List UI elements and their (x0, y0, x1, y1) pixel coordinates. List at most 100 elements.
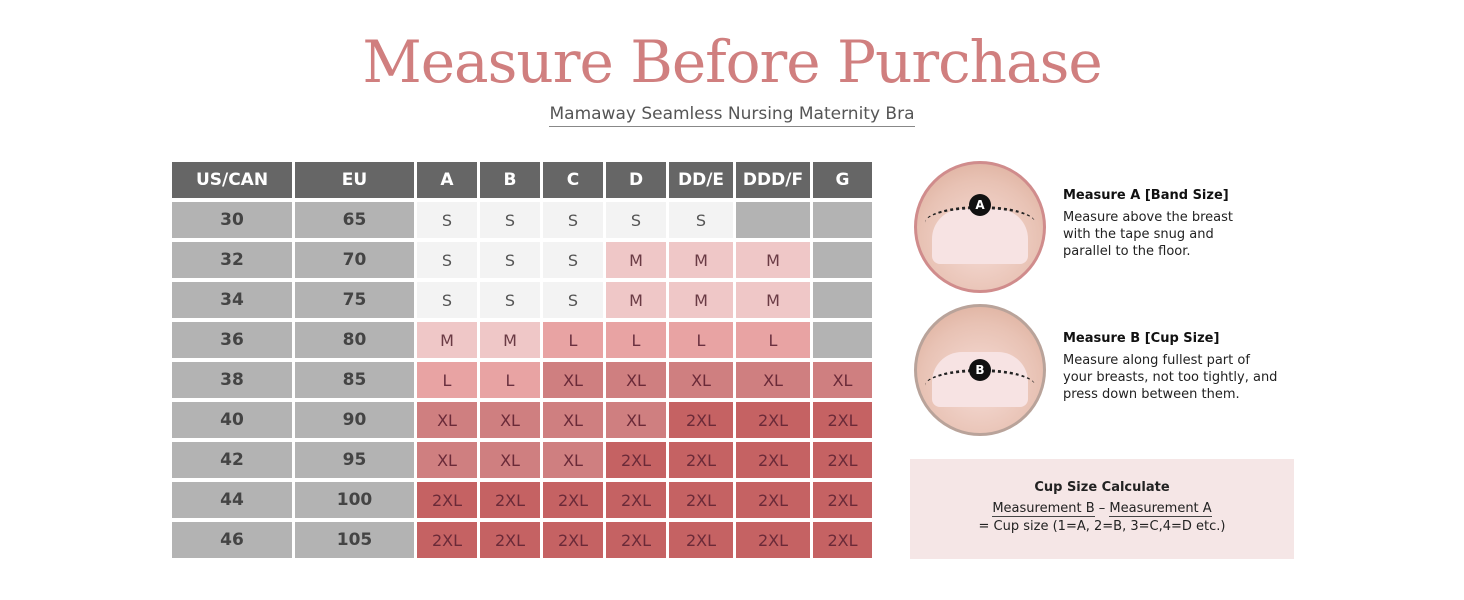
size-cell: L (417, 362, 477, 398)
size-cell: S (606, 202, 666, 238)
table-header-row: US/CAN EU A B C D DD/E DDD/F G (172, 162, 872, 198)
size-cell: S (480, 242, 540, 278)
measure-b-image: B (914, 304, 1046, 436)
size-cell: 2XL (606, 442, 666, 478)
size-cell: S (417, 282, 477, 318)
badge-b: B (969, 359, 991, 381)
size-cell: XL (736, 362, 810, 398)
size-cell: XL (417, 442, 477, 478)
size-cell: XL (480, 402, 540, 438)
size-cell: XL (606, 362, 666, 398)
column-header: DDD/F (736, 162, 810, 198)
cup-size-calculate-box: Cup Size Calculate Measurement B – Measu… (910, 459, 1294, 559)
size-cell: XL (417, 402, 477, 438)
size-cell: XL (606, 402, 666, 438)
us-size-cell: 40 (172, 402, 292, 438)
table-row: 46 105 2XL 2XL 2XL 2XL 2XL 2XL 2XL (172, 522, 872, 558)
eu-size-cell: 80 (295, 322, 414, 358)
size-cell: S (480, 282, 540, 318)
us-size-cell: 32 (172, 242, 292, 278)
eu-size-cell: 90 (295, 402, 414, 438)
size-cell: 2XL (417, 482, 477, 518)
size-cell: 2XL (669, 442, 733, 478)
size-cell: 2XL (669, 522, 733, 558)
table-row: 32 70 S S S M M M (172, 242, 872, 278)
size-cell: 2XL (736, 402, 810, 438)
size-cell: 2XL (606, 482, 666, 518)
size-cell: 2XL (606, 522, 666, 558)
size-cell (813, 282, 872, 318)
calc-term-b: Measurement B (992, 501, 1095, 517)
size-cell: 2XL (736, 482, 810, 518)
table-row: 44 100 2XL 2XL 2XL 2XL 2XL 2XL 2XL (172, 482, 872, 518)
size-cell: 2XL (813, 482, 872, 518)
size-cell: M (606, 282, 666, 318)
us-size-cell: 46 (172, 522, 292, 558)
table-row: 34 75 S S S M M M (172, 282, 872, 318)
size-cell: 2XL (543, 482, 603, 518)
table-row: 30 65 S S S S S (172, 202, 872, 238)
us-size-cell: 38 (172, 362, 292, 398)
column-header: D (606, 162, 666, 198)
us-size-cell: 34 (172, 282, 292, 318)
column-header: EU (295, 162, 414, 198)
size-cell: M (736, 282, 810, 318)
size-cell: M (736, 242, 810, 278)
size-cell: L (480, 362, 540, 398)
us-size-cell: 44 (172, 482, 292, 518)
calc-operator: – (1098, 501, 1106, 516)
table-row: 40 90 XL XL XL XL 2XL 2XL 2XL (172, 402, 872, 438)
size-cell: 2XL (669, 482, 733, 518)
product-subtitle: Mamaway Seamless Nursing Maternity Bra (549, 104, 915, 127)
size-cell: L (606, 322, 666, 358)
eu-size-cell: 95 (295, 442, 414, 478)
page-title: Measure Before Purchase (362, 28, 1102, 96)
size-cell: 2XL (736, 442, 810, 478)
us-size-cell: 42 (172, 442, 292, 478)
table-row: 42 95 XL XL XL 2XL 2XL 2XL 2XL (172, 442, 872, 478)
size-cell: XL (543, 402, 603, 438)
eu-size-cell: 85 (295, 362, 414, 398)
size-cell: L (669, 322, 733, 358)
column-header: A (417, 162, 477, 198)
calc-result: = Cup size (1=A, 2=B, 3=C,4=D etc.) (978, 519, 1226, 534)
column-header: G (813, 162, 872, 198)
size-cell (736, 202, 810, 238)
size-cell: S (543, 202, 603, 238)
size-cell: S (417, 242, 477, 278)
column-header: C (543, 162, 603, 198)
eu-size-cell: 70 (295, 242, 414, 278)
size-cell: XL (480, 442, 540, 478)
eu-size-cell: 100 (295, 482, 414, 518)
size-cell: M (417, 322, 477, 358)
size-cell: S (417, 202, 477, 238)
measure-a-image: A (914, 161, 1046, 293)
size-cell: 2XL (813, 522, 872, 558)
calc-title: Cup Size Calculate (1034, 480, 1170, 495)
size-cell: 2XL (480, 482, 540, 518)
measure-b-desc: Measure along fullest part of your breas… (1063, 353, 1278, 402)
size-cell: 2XL (669, 402, 733, 438)
badge-a: A (969, 194, 991, 216)
measure-a-desc: Measure above the breast with the tape s… (1063, 210, 1233, 259)
size-cell: S (543, 282, 603, 318)
size-cell (813, 242, 872, 278)
size-cell: 2XL (480, 522, 540, 558)
size-cell: XL (543, 442, 603, 478)
measure-a-title: Measure A [Band Size] (1063, 188, 1229, 203)
eu-size-cell: 65 (295, 202, 414, 238)
size-cell: S (480, 202, 540, 238)
size-cell: XL (669, 362, 733, 398)
size-cell: XL (543, 362, 603, 398)
size-cell: M (606, 242, 666, 278)
size-cell: M (669, 242, 733, 278)
column-header: B (480, 162, 540, 198)
us-size-cell: 30 (172, 202, 292, 238)
measure-b-title: Measure B [Cup Size] (1063, 331, 1220, 346)
size-cell: M (669, 282, 733, 318)
column-header: DD/E (669, 162, 733, 198)
us-size-cell: 36 (172, 322, 292, 358)
size-cell (813, 322, 872, 358)
size-cell: M (480, 322, 540, 358)
size-cell: L (543, 322, 603, 358)
